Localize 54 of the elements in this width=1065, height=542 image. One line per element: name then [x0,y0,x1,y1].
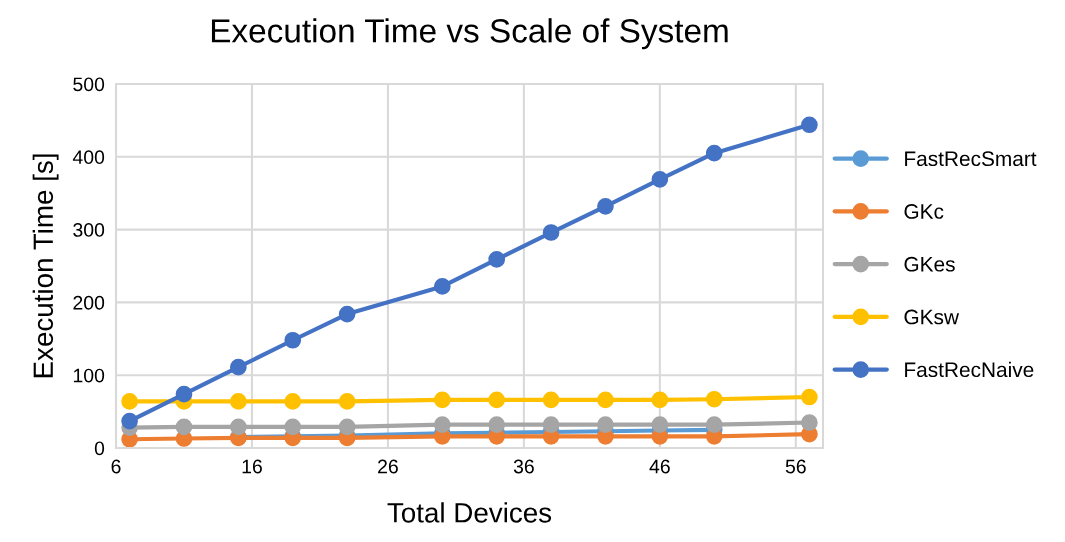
point [175,418,193,436]
point [121,393,138,410]
point [433,391,451,409]
point [651,391,669,409]
point [705,390,723,408]
point [230,358,247,376]
point [433,278,451,295]
point [488,391,506,409]
point [542,416,560,434]
legend-label: GKsw [904,309,960,325]
legend-label: GKc [904,204,944,219]
point [433,416,451,434]
point [801,116,818,134]
point [338,305,356,323]
point [488,416,506,434]
x-axis-title: Total Devices [387,502,552,523]
x-tick-label: 46 [649,459,670,474]
legend-label: FastRecSmart [905,151,1037,167]
point [338,393,356,410]
point [651,416,669,434]
x-tick-label: 6 [111,459,121,474]
chart-title: Execution Time vs Scale of System [211,18,728,50]
x-tick-label: 26 [378,459,398,474]
point [284,418,302,436]
point [542,224,560,241]
point [597,416,614,434]
point [121,412,138,430]
point [651,171,669,188]
point [801,388,818,406]
point [338,418,356,436]
point [284,393,302,410]
legend-label: FastRecNaive [905,361,1034,378]
x-tick-label: 16 [242,459,262,474]
point [175,385,193,403]
y-tick-label: 0 [94,441,105,456]
point [230,393,247,410]
point [597,391,614,409]
point [705,144,723,162]
point [230,418,247,436]
y-tick-label: 500 [73,77,105,92]
point [801,414,818,431]
x-tick-label: 56 [785,459,806,474]
y-axis-title: Execution Time [s] [32,154,59,378]
point [705,416,723,434]
point [284,331,302,349]
x-tick-label: 36 [513,459,534,474]
y-tick-label: 400 [72,150,105,165]
y-tick-label: 100 [73,368,105,383]
point [542,391,560,409]
point [488,251,506,268]
point [597,197,614,215]
y-tick-label: 300 [73,223,105,237]
legend-label: GKes [904,256,955,272]
y-tick-label: 200 [73,295,105,310]
